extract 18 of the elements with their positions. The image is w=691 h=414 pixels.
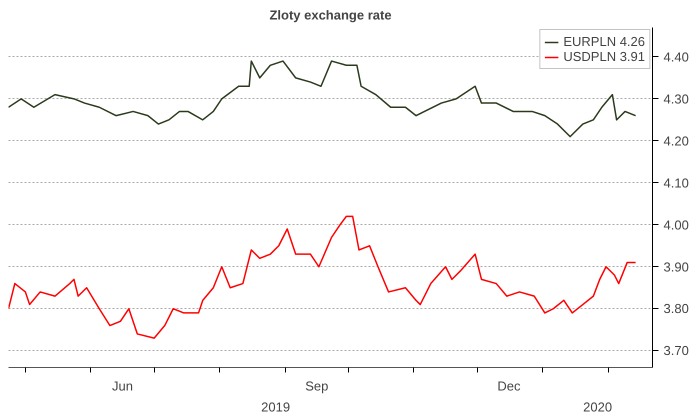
y-tick-label: 4.20 bbox=[664, 133, 689, 148]
chart-title: Zloty exchange rate bbox=[269, 8, 392, 22]
y-tick-label: 3.70 bbox=[664, 343, 689, 358]
text: 2020 bbox=[583, 400, 612, 414]
y-tick-label: 3.80 bbox=[664, 301, 689, 316]
line-series bbox=[8, 216, 636, 339]
legend-label: EURPLN 4.26 bbox=[563, 34, 645, 49]
legend-label: USDPLN 3.91 bbox=[563, 49, 645, 64]
y-tick-label: 4.40 bbox=[664, 49, 689, 64]
x-tick-label: Dec bbox=[497, 378, 521, 394]
x-tick-label: Sep bbox=[305, 378, 328, 394]
line-series bbox=[8, 60, 636, 138]
text: 2019 bbox=[261, 400, 290, 414]
y-tick-label: 4.10 bbox=[664, 175, 689, 190]
x-tick-label: Jun bbox=[112, 378, 134, 394]
y-tick-label: 3.90 bbox=[664, 259, 689, 274]
y-tick-label: 4.30 bbox=[664, 91, 689, 106]
y-tick-label: 4.00 bbox=[664, 217, 689, 232]
